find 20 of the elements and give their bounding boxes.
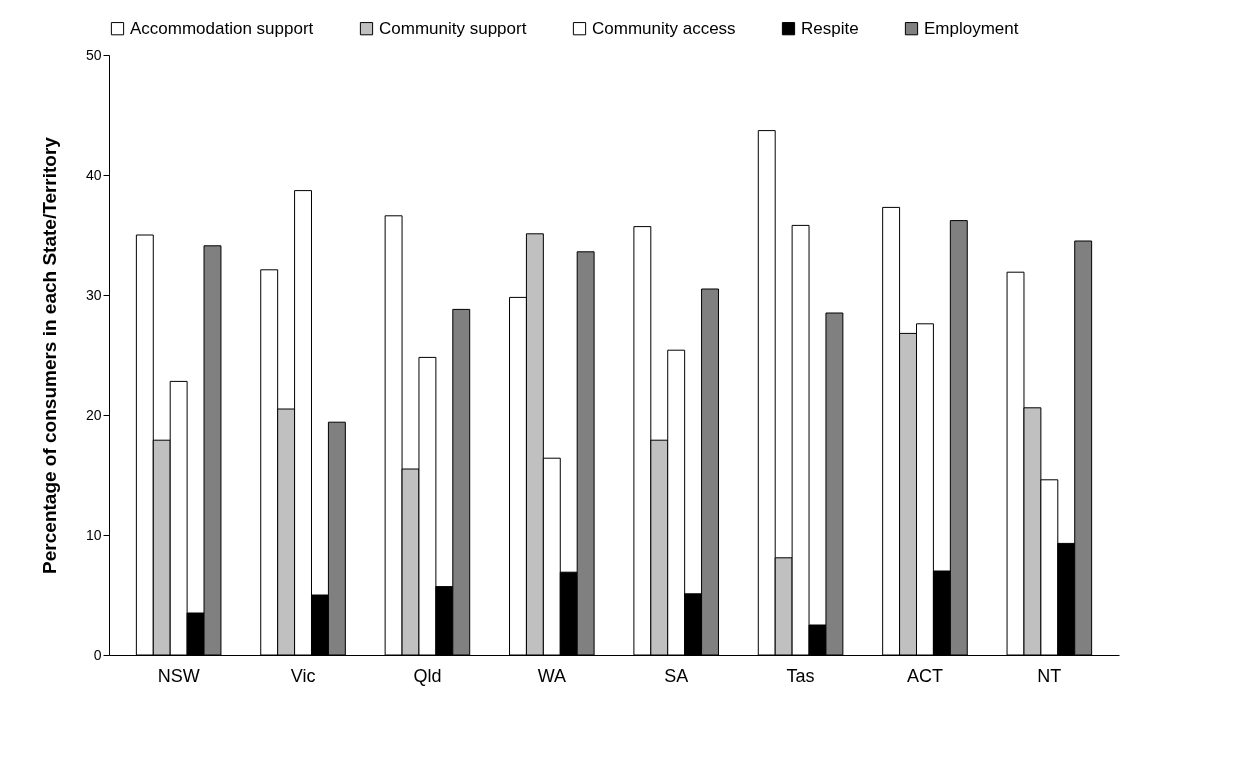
y-tick-label: 20 <box>85 406 102 423</box>
x-tick-label: WA <box>537 665 566 686</box>
x-tick-label: NT <box>1037 665 1062 686</box>
x-tick-label: Vic <box>290 665 316 686</box>
legend-label: Community support <box>379 18 527 38</box>
y-tick-label: 50 <box>85 46 102 63</box>
legend-label: Accommodation support <box>130 18 314 38</box>
y-tick-label: 40 <box>85 166 102 183</box>
legend-label: Respite <box>801 18 859 38</box>
x-tick-label: SA <box>664 665 689 686</box>
x-tick-label: Qld <box>413 665 442 686</box>
x-tick-label: ACT <box>906 665 943 686</box>
y-tick-label: 0 <box>93 646 102 663</box>
y-tick-label: 10 <box>85 526 102 543</box>
x-tick-label: NSW <box>157 665 200 686</box>
x-tick-label: Tas <box>786 665 815 686</box>
y-tick-label: 30 <box>85 286 102 303</box>
legend-label: Community access <box>592 18 736 38</box>
y-axis-title: Percentage of consumers in each State/Territory <box>38 136 60 574</box>
legend-label: Employment <box>924 18 1019 38</box>
